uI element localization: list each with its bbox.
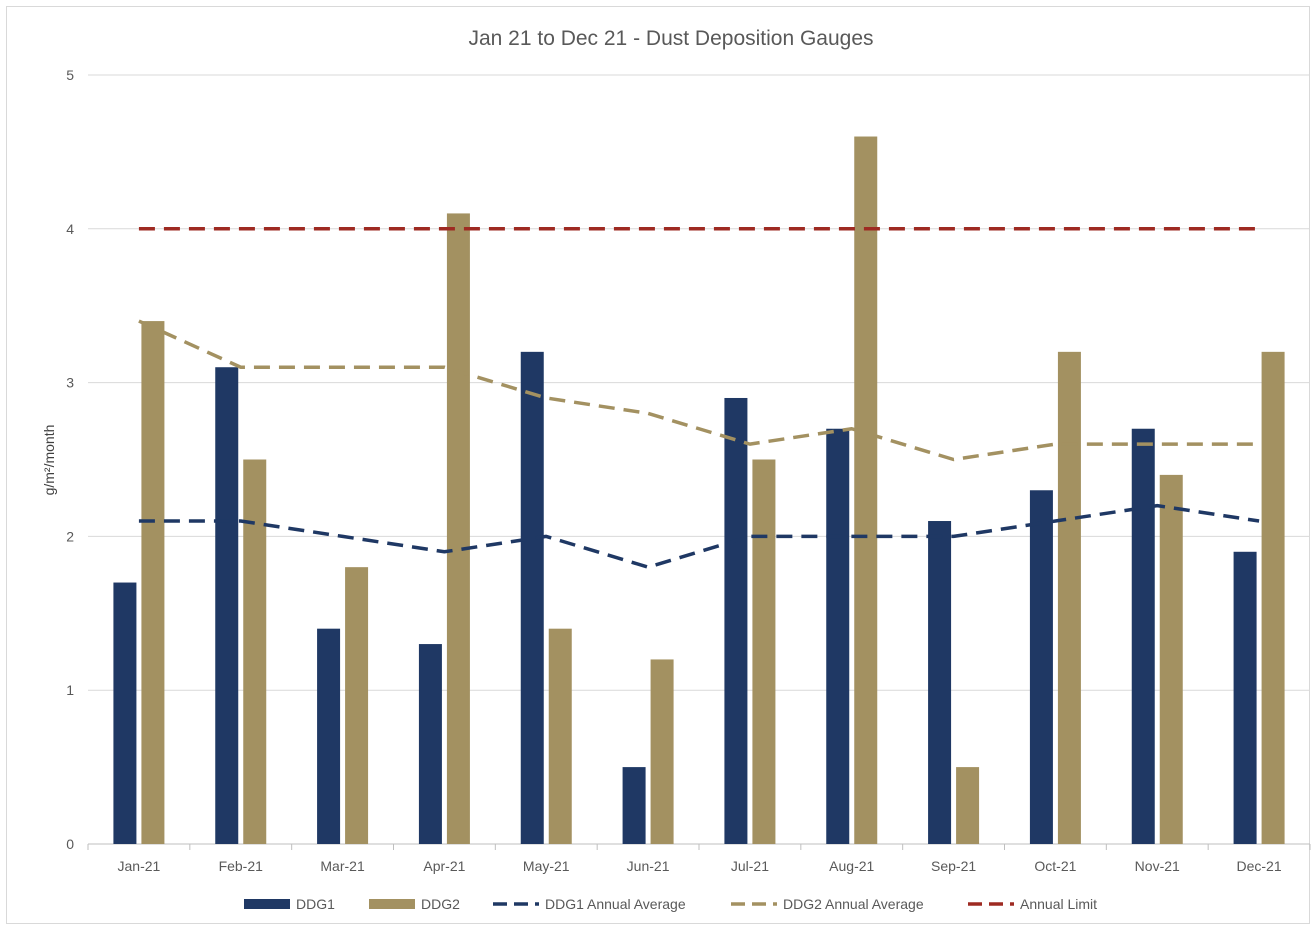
x-tick-label: Sep-21 xyxy=(931,858,976,874)
bar-ddg2-apr-21 xyxy=(446,213,470,845)
y-axis-ticks: 0 1 2 3 4 5 xyxy=(66,67,74,852)
average-lines xyxy=(138,227,1260,569)
y-tick-label: 1 xyxy=(66,682,74,698)
bar-ddg2-jul-21 xyxy=(752,459,776,844)
bar-ddg1-oct-21 xyxy=(1029,490,1053,844)
x-tick-label: May-21 xyxy=(523,858,570,874)
y-tick-label: 5 xyxy=(66,67,74,83)
x-tick-label: Jan-21 xyxy=(118,858,161,874)
gridlines xyxy=(87,74,1311,850)
legend-swatch xyxy=(369,899,415,909)
y-tick-label: 4 xyxy=(66,221,74,237)
chart-title: Jan 21 to Dec 21 - Dust Deposition Gauge… xyxy=(468,27,873,50)
bar-ddg2-feb-21 xyxy=(243,459,267,844)
x-tick-label: Nov-21 xyxy=(1135,858,1180,874)
legend-swatch xyxy=(244,899,290,909)
legend-label: Annual Limit xyxy=(1020,896,1097,912)
x-tick-label: Aug-21 xyxy=(829,858,874,874)
bar-ddg2-aug-21 xyxy=(854,136,878,844)
x-tick-label: Jul-21 xyxy=(731,858,769,874)
x-axis-ticks: Jan-21 Feb-21 Mar-21 Apr-21 May-21 Jun-21 Jul-… xyxy=(118,858,1282,874)
x-tick-label: Mar-21 xyxy=(320,858,365,874)
bar-ddg2-sep-21 xyxy=(956,767,980,844)
legend-label: DDG1 Annual Average xyxy=(545,896,686,912)
line-ddg2-annual-average xyxy=(138,319,1260,462)
bar-ddg1-dec-21 xyxy=(1233,551,1257,844)
bars xyxy=(113,136,1285,845)
bar-ddg1-mar-21 xyxy=(317,628,341,844)
bar-ddg1-jun-21 xyxy=(622,767,646,844)
y-axis-label: g/m²/month xyxy=(41,425,57,496)
legend-label: DDG1 xyxy=(296,896,335,912)
x-tick-label: Apr-21 xyxy=(423,858,465,874)
bar-ddg1-nov-21 xyxy=(1131,428,1155,844)
chart-frame xyxy=(6,6,1310,924)
bar-ddg2-nov-21 xyxy=(1159,474,1183,844)
bar-ddg2-jan-21 xyxy=(141,321,165,845)
x-tick-label: Feb-21 xyxy=(219,858,264,874)
bar-ddg2-may-21 xyxy=(548,628,572,844)
bar-ddg1-sep-21 xyxy=(928,521,952,844)
x-tick-label: Jun-21 xyxy=(627,858,670,874)
y-tick-label: 0 xyxy=(66,836,74,852)
legend-label: DDG2 xyxy=(421,896,460,912)
legend-label: DDG2 Annual Average xyxy=(783,896,924,912)
bar-ddg1-jul-21 xyxy=(724,397,748,844)
bar-ddg1-feb-21 xyxy=(215,367,239,844)
bar-ddg1-apr-21 xyxy=(418,644,442,844)
bar-ddg2-oct-21 xyxy=(1057,351,1081,844)
bar-ddg1-jan-21 xyxy=(113,582,137,844)
line-ddg1-annual-average xyxy=(138,503,1260,569)
y-tick-label: 2 xyxy=(66,528,74,544)
bar-ddg2-mar-21 xyxy=(345,567,369,844)
bar-ddg2-dec-21 xyxy=(1261,351,1285,844)
x-tick-label: Oct-21 xyxy=(1034,858,1076,874)
bar-ddg1-may-21 xyxy=(520,351,544,844)
y-tick-label: 3 xyxy=(66,375,74,391)
legend: DDG1 DDG2 DDG1 Annual Average DDG2 Annual A… xyxy=(244,896,1097,912)
bar-ddg2-jun-21 xyxy=(650,659,674,844)
x-tick-label: Dec-21 xyxy=(1237,858,1282,874)
bar-ddg1-aug-21 xyxy=(826,428,850,844)
